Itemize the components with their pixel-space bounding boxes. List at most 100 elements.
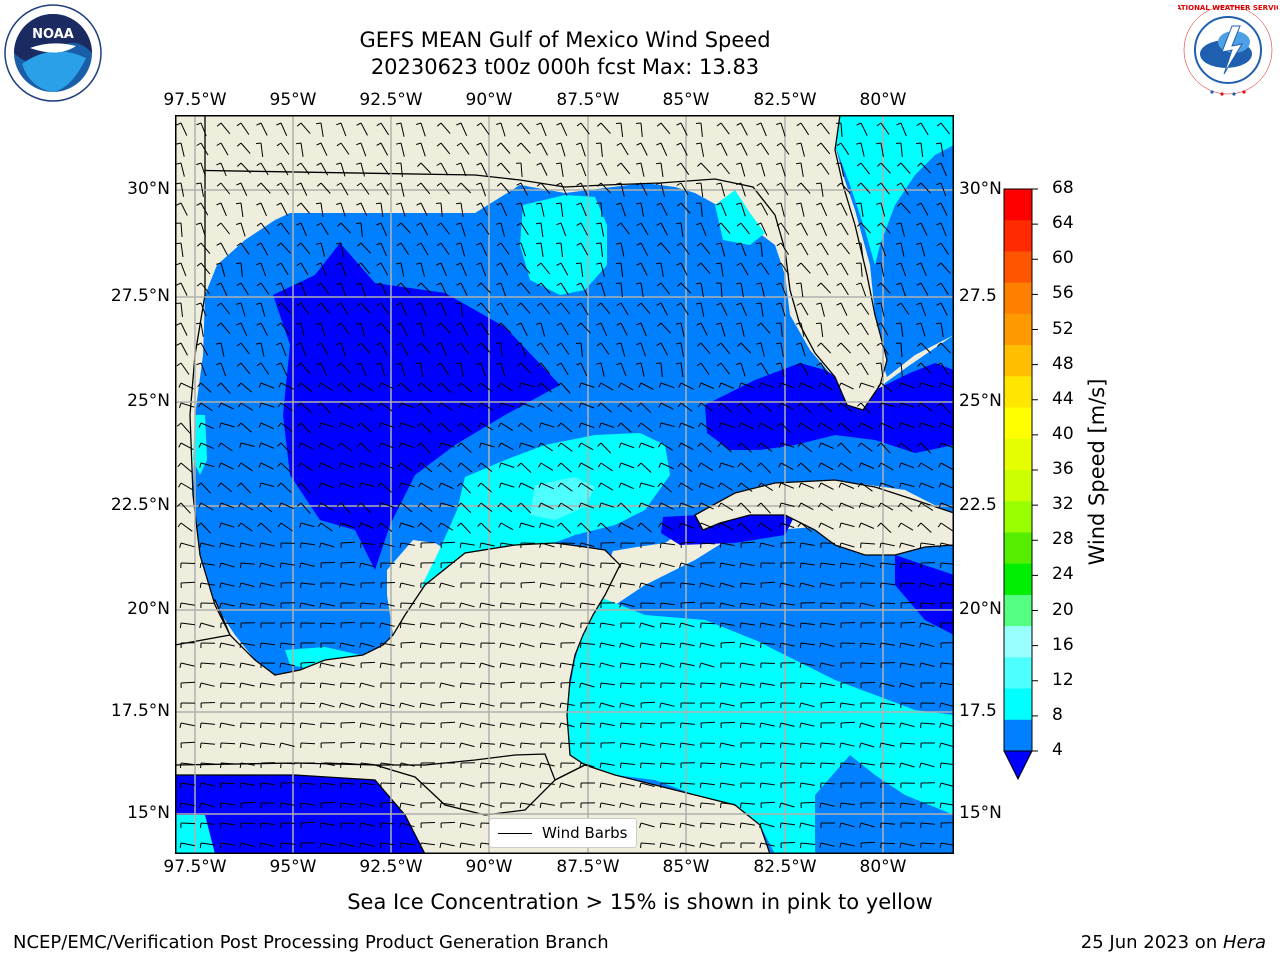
wind-barb bbox=[540, 442, 553, 452]
wind-barb bbox=[560, 482, 573, 492]
wind-barb bbox=[460, 842, 475, 846]
wind-barb bbox=[460, 502, 472, 514]
wind-barb bbox=[840, 822, 855, 828]
wind-barb bbox=[320, 842, 335, 847]
wind-barb bbox=[820, 462, 834, 471]
wind-barb-flag bbox=[456, 322, 462, 326]
wind-barb bbox=[660, 402, 674, 410]
wind-barb bbox=[820, 802, 835, 807]
wind-barb bbox=[220, 582, 235, 587]
wind-barb-flag bbox=[657, 322, 662, 327]
wind-barb-flag bbox=[296, 262, 302, 267]
wind-barb-flag bbox=[536, 322, 542, 325]
wind-barb-flag bbox=[439, 802, 442, 808]
wind-barb-flag bbox=[456, 242, 462, 245]
wind-barb bbox=[540, 662, 555, 667]
wind-barb-flag bbox=[437, 382, 442, 388]
wind-barb bbox=[500, 402, 515, 408]
wind-barb bbox=[480, 182, 487, 197]
wind-barb bbox=[720, 362, 730, 375]
wind-barb bbox=[840, 162, 845, 177]
wind-barb-flag bbox=[659, 422, 662, 428]
wind-barb-flag bbox=[836, 362, 842, 367]
wind-barb-flag bbox=[799, 622, 802, 629]
wind-barb-flag bbox=[416, 182, 422, 187]
wind-barb bbox=[920, 162, 931, 174]
wind-barb-flag bbox=[518, 442, 522, 448]
wind-barb-flag bbox=[797, 442, 802, 448]
wind-barb-flag bbox=[237, 522, 242, 528]
legend-line-swatch bbox=[498, 832, 532, 834]
wind-barb bbox=[420, 302, 427, 317]
wind-barb-flag bbox=[396, 302, 402, 306]
wind-barb bbox=[620, 442, 635, 449]
wind-barb-flag bbox=[819, 622, 822, 629]
wind-barb-flag bbox=[297, 422, 302, 427]
wind-barb bbox=[320, 702, 335, 708]
wind-barb-flag bbox=[216, 122, 222, 127]
wind-barb-flag bbox=[218, 402, 222, 408]
wind-barb-flag bbox=[877, 382, 882, 388]
wind-barb bbox=[520, 581, 536, 584]
calm-region-cuba-coast bbox=[661, 507, 795, 545]
wind-barb-flag bbox=[879, 682, 882, 688]
wind-barb-flag bbox=[339, 802, 342, 809]
wind-barb-flag bbox=[836, 262, 842, 266]
wind-barb bbox=[340, 482, 355, 488]
wind-barb-flag bbox=[480, 742, 482, 749]
wind-barb-flag bbox=[719, 762, 722, 769]
wind-barb bbox=[600, 282, 606, 297]
wind-barb bbox=[720, 802, 735, 805]
wind-barb bbox=[500, 162, 511, 174]
wind-barb bbox=[760, 801, 776, 804]
wind-barb-flag bbox=[695, 122, 702, 124]
wind-barb bbox=[420, 442, 431, 454]
wind-barb-flag bbox=[940, 662, 942, 669]
wind-barb bbox=[420, 242, 429, 256]
wind-barb bbox=[840, 742, 855, 747]
wind-barb bbox=[280, 742, 295, 747]
wind-barb-flag bbox=[839, 822, 842, 828]
wind-barb bbox=[800, 702, 815, 708]
wind-barb-flag bbox=[276, 122, 282, 126]
wind-barb-flag bbox=[257, 522, 262, 528]
wind-barb-flag bbox=[938, 462, 942, 468]
wind-barb bbox=[560, 202, 564, 217]
wind-barb bbox=[440, 242, 450, 255]
wind-barb-flag bbox=[739, 602, 742, 608]
wind-barb bbox=[400, 122, 405, 137]
wind-barb-flag bbox=[695, 182, 702, 185]
wind-barb-flag bbox=[898, 422, 902, 428]
wind-barb-flag bbox=[737, 342, 742, 347]
wind-barb bbox=[800, 342, 806, 357]
wind-barb-flag bbox=[259, 562, 262, 568]
wind-barb bbox=[720, 222, 731, 234]
wind-barb-flag bbox=[819, 582, 822, 588]
wind-barb-flag bbox=[559, 602, 562, 609]
wind-barb bbox=[700, 242, 711, 255]
wind-barb-flag bbox=[336, 282, 342, 286]
wind-barb-flag bbox=[599, 582, 602, 589]
wind-barb-flag bbox=[179, 762, 182, 769]
wind-barb-flag bbox=[896, 182, 902, 187]
wind-barb bbox=[500, 282, 507, 297]
wind-barb bbox=[680, 842, 695, 847]
wind-barb bbox=[780, 342, 784, 357]
wind-barb-flag bbox=[919, 542, 922, 549]
wind-barb-flag bbox=[699, 782, 702, 789]
wind-barb bbox=[340, 362, 351, 374]
wind-barb-flag bbox=[199, 682, 202, 689]
wind-barb bbox=[260, 442, 275, 449]
wind-barb-flag bbox=[359, 482, 362, 488]
wind-barb-flag bbox=[576, 282, 582, 286]
wind-barb bbox=[920, 622, 935, 627]
wind-barb bbox=[640, 502, 655, 509]
legend-label: Wind Barbs bbox=[542, 824, 628, 842]
colorbar-segment bbox=[1004, 376, 1032, 409]
wind-barb bbox=[700, 142, 705, 157]
wind-barb bbox=[420, 222, 429, 236]
wind-barb bbox=[300, 582, 315, 585]
wind-barb bbox=[820, 122, 830, 135]
wind-barb bbox=[480, 702, 495, 707]
wind-barb-flag bbox=[536, 302, 542, 307]
